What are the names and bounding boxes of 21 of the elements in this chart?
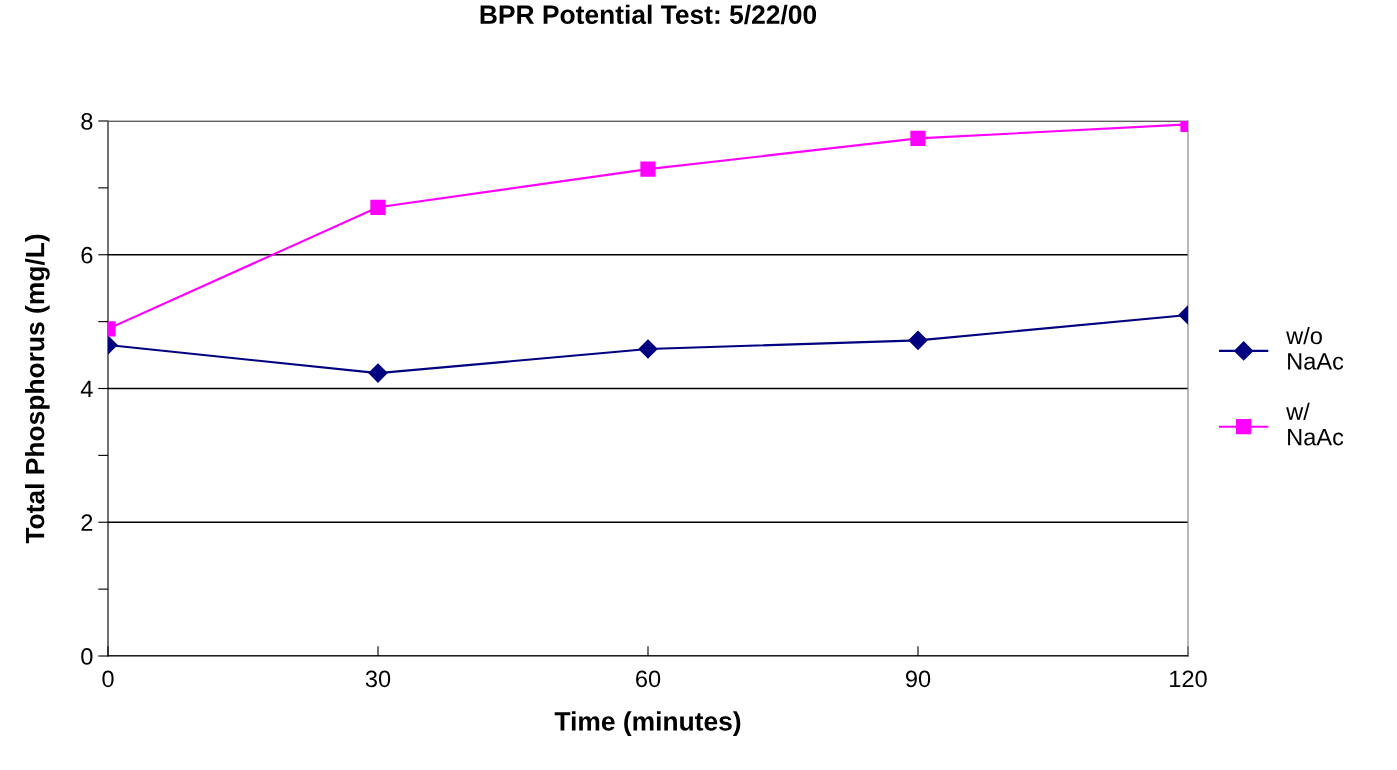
- point: [638, 339, 658, 359]
- point: [908, 330, 928, 350]
- x-axis-title: Time (minutes): [554, 711, 741, 736]
- x-tick-label: 0: [102, 670, 114, 688]
- point: [910, 130, 926, 147]
- x-tick-label: 60: [636, 670, 661, 688]
- x-tick-label: 90: [905, 670, 931, 688]
- legend-label: w/o NaAc: [1286, 326, 1344, 370]
- point: [640, 161, 656, 177]
- y-tick-label: 4: [80, 380, 93, 398]
- point: [370, 199, 386, 215]
- y-tick-label: 2: [81, 514, 93, 531]
- y-tick-label: 6: [81, 246, 93, 264]
- y-tick-label: 0: [81, 648, 93, 665]
- point: [368, 363, 388, 383]
- legend-label: w/ NaAc: [1286, 402, 1344, 446]
- y-axis-title: Total Phosphorus (mg/L): [25, 234, 50, 544]
- x-tick-label: 30: [365, 670, 391, 688]
- x-tick-label: 120: [1170, 670, 1207, 688]
- chart-title: BPR Potential Test: 5/22/00: [480, 4, 817, 25]
- y-tick-label: 8: [81, 113, 93, 130]
